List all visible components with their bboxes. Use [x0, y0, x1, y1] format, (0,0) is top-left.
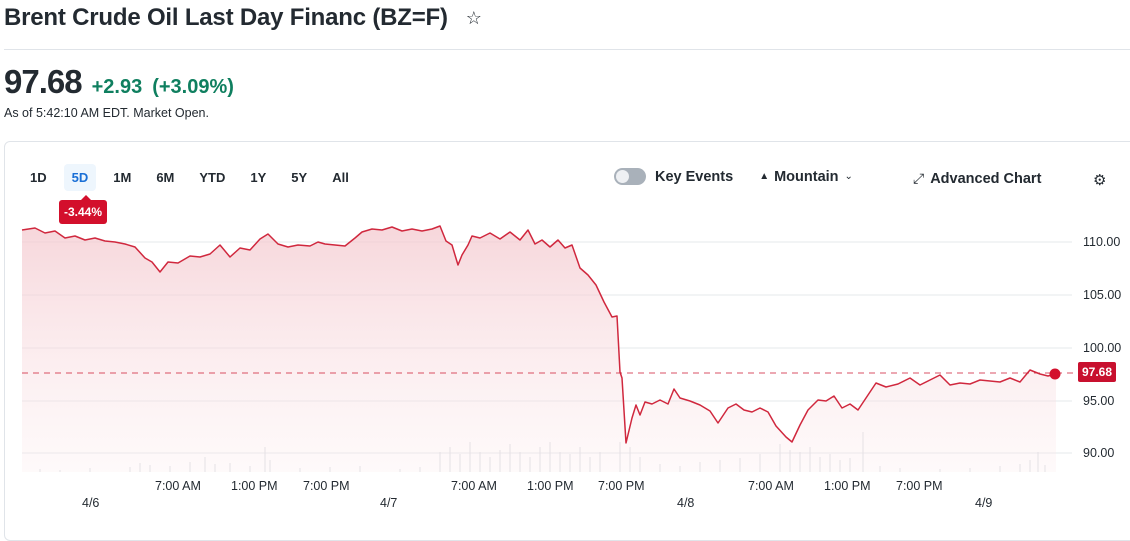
mountain-icon: ▲ — [759, 171, 770, 182]
key-events-label: Key Events — [655, 168, 734, 185]
x-tick-time: 1:00 PM — [824, 479, 871, 493]
range-change-badge: -3.44% — [59, 195, 108, 224]
star-icon[interactable]: ☆ — [465, 7, 482, 28]
x-tick-time: 7:00 AM — [748, 479, 794, 493]
page-title: Brent Crude Oil Last Day Financ (BZ=F) — [4, 4, 448, 31]
price-change-percent: (+3.09%) — [152, 76, 234, 98]
range-1m[interactable]: 1M — [113, 170, 132, 185]
price-chart[interactable] — [0, 0, 1130, 514]
x-tick-time: 7:00 AM — [155, 479, 201, 493]
advanced-chart-button[interactable]: ⤢ Advanced Chart — [913, 170, 1041, 187]
range-5y[interactable]: 5Y — [291, 170, 308, 185]
range-all[interactable]: All — [332, 170, 349, 185]
current-price: 97.68 — [4, 63, 83, 100]
x-tick-time: 1:00 PM — [527, 479, 574, 493]
last-price-dot — [1049, 368, 1061, 380]
chart-tools: Key Events ▲ Mountain ⌄ — [614, 168, 853, 185]
x-tick-time: 7:00 PM — [598, 479, 645, 493]
y-tick: 100.00 — [1083, 341, 1122, 355]
y-tick: 95.00 — [1083, 394, 1115, 408]
price-change: +2.93 — [91, 76, 143, 98]
price-line — [21, 225, 1057, 444]
x-tick-time: 1:00 PM — [231, 479, 278, 493]
quote-timestamp: As of 5:42:10 AM EDT. Market Open. — [4, 106, 209, 120]
price-area — [22, 226, 1056, 472]
header: Brent Crude Oil Last Day Financ (BZ=F) ☆ — [4, 4, 482, 32]
range-ytd[interactable]: YTD — [199, 170, 226, 185]
range-selector: 1D 5D 1M 6M YTD 1Y 5Y All — [22, 164, 366, 191]
y-tick: 90.00 — [1083, 446, 1115, 460]
advanced-chart-label: Advanced Chart — [930, 170, 1042, 187]
key-events-toggle[interactable] — [614, 168, 646, 185]
x-tick-date: 4/6 — [82, 496, 100, 510]
x-tick-time: 7:00 AM — [451, 479, 497, 493]
expand-icon: ⤢ — [913, 170, 925, 186]
range-5d[interactable]: 5D — [63, 164, 97, 191]
divider — [4, 49, 1130, 50]
x-tick-date: 4/7 — [380, 496, 398, 510]
range-1y[interactable]: 1Y — [250, 170, 267, 185]
chart-type-label: Mountain — [774, 168, 839, 185]
gear-icon[interactable]: ⚙ — [1093, 172, 1107, 189]
chart-type-dropdown[interactable]: ▲ Mountain ⌄ — [759, 169, 853, 185]
range-1d[interactable]: 1D — [30, 170, 47, 185]
quote-summary: 97.68 +2.93 (+3.09%) — [4, 63, 234, 101]
x-tick-time: 7:00 PM — [303, 479, 350, 493]
last-price-tag: 97.68 — [1078, 362, 1117, 382]
x-tick-time: 7:00 PM — [896, 479, 943, 493]
x-tick-date: 4/8 — [677, 496, 695, 510]
chevron-down-icon: ⌄ — [844, 171, 853, 182]
y-tick: 110.00 — [1083, 235, 1121, 249]
y-tick: 105.00 — [1083, 288, 1122, 302]
x-tick-date: 4/9 — [975, 496, 993, 510]
range-6m[interactable]: 6M — [156, 170, 175, 185]
